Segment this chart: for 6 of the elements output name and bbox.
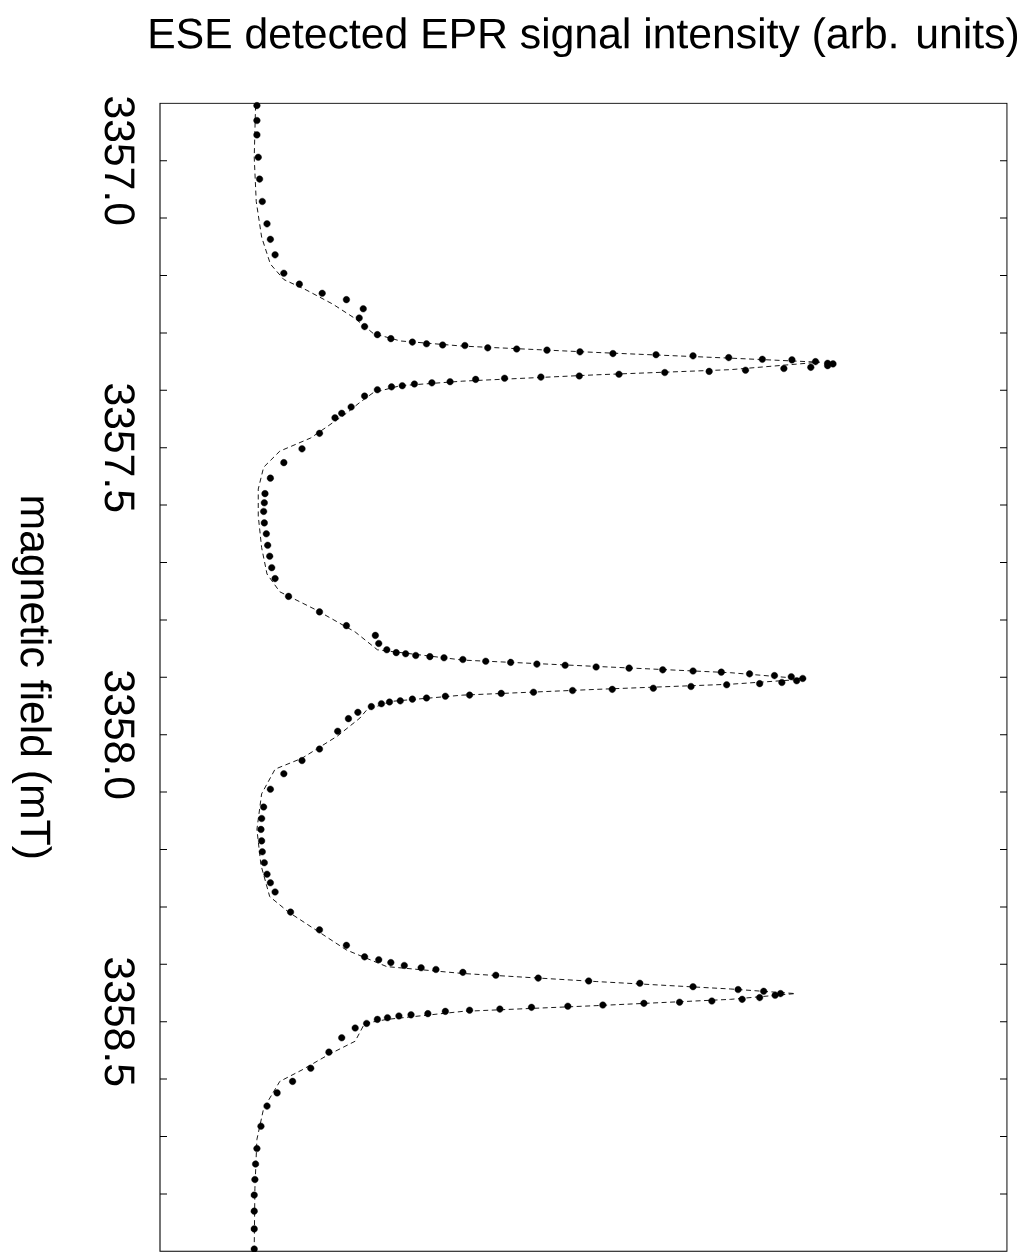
y-axis-title: magnetic field (mT) (12, 497, 52, 858)
y-tick-label: 3358.5 (104, 958, 135, 1086)
x-axis-title: ESE detected EPR signal intensity (arb. units) (150, 17, 1018, 58)
y-tick-label: 3357.0 (104, 97, 135, 225)
y-tick-label: 3357.5 (104, 384, 135, 512)
y-tick-label: 3358.0 (104, 671, 135, 799)
